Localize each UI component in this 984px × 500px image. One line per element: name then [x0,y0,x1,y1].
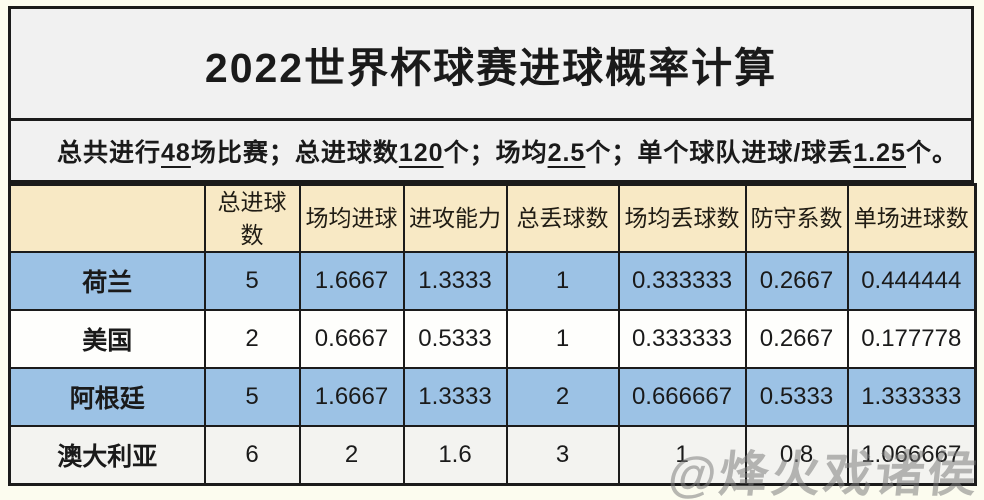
summary-number: 1.25 [853,138,906,167]
summary-banner: 总共进行48场比赛；总进球数120个；场均2.5个；单个球队进球/球丢1.25个… [8,118,974,183]
table-row: 澳大利亚 6 2 1.6 3 1 0.8 1.066667 [8,425,977,485]
summary-segment: 个；场均 [443,138,548,167]
column-header: 场均进球 [298,183,405,253]
stat-value-cell: 5 [203,251,301,311]
column-header: 单场进球数 [846,183,977,253]
table-body: 荷兰 5 1.6667 1.3333 1 0.333333 0.2667 0.444444 美国… [8,251,977,485]
summary-number: 2.5 [547,138,586,167]
stat-value-cell: 0.2667 [744,309,849,369]
table-row: 美国 2 0.6667 0.5333 1 0.333333 0.2667 0.177778 [8,309,977,369]
summary-segment: 个；单个球队进球/球丢 [585,138,854,167]
stat-value-cell: 0.5333 [744,367,849,427]
column-header: 总进球数 [203,183,301,253]
stat-value-cell: 0.5333 [402,309,508,369]
table-header-row: 总进球数 场均进球 进攻能力 总丢球数 场均丢球数 防守系数 单场进球数 [8,183,977,253]
table-row: 阿根廷 5 1.6667 1.3333 2 0.666667 0.5333 1.333333 [8,367,977,427]
stat-value-cell: 1.066667 [846,425,977,485]
stat-value-cell: 0.444444 [846,251,977,311]
stat-value-cell: 2 [298,425,405,485]
stat-value-cell: 3 [505,425,620,485]
corner-header-cell [8,183,206,253]
summary-segment: 场比赛；总进球数 [190,138,399,167]
summary-number: 48 [161,138,191,167]
stat-value-cell: 0.177778 [846,309,977,369]
stat-value-cell: 0.2667 [744,251,849,311]
summary-segment: 总共进行 [57,138,162,167]
stat-value-cell: 1.6 [402,425,508,485]
column-header: 场均丢球数 [617,183,747,253]
stat-value-cell: 1.3333 [402,367,508,427]
stat-value-cell: 1 [505,309,620,369]
stat-value-cell: 6 [203,425,301,485]
stat-value-cell: 2 [203,309,301,369]
stats-table: 总进球数 场均进球 进攻能力 总丢球数 场均丢球数 防守系数 单场进球数 荷兰 5 1.6667… [8,183,977,486]
stat-value-cell: 0.666667 [617,367,747,427]
summary-text: 总共进行48场比赛；总进球数120个；场均2.5个；单个球队进球/球丢1.25个… [57,133,958,169]
team-name-cell: 美国 [8,309,206,369]
page-title: 2022世界杯球赛进球概率计算 [204,44,778,91]
stat-value-cell: 0.333333 [617,251,747,311]
team-name-cell: 阿根廷 [8,367,206,427]
stat-value-cell: 0.333333 [617,309,747,369]
stat-value-cell: 0.8 [744,425,849,485]
stat-value-cell: 0.6667 [298,309,405,369]
table-row: 荷兰 5 1.6667 1.3333 1 0.333333 0.2667 0.444444 [8,251,977,311]
column-header: 总丢球数 [505,183,620,253]
stat-value-cell: 1.3333 [402,251,508,311]
stat-value-cell: 1 [505,251,620,311]
team-name-cell: 荷兰 [8,251,206,311]
team-name-cell: 澳大利亚 [8,425,206,485]
title-banner: 2022世界杯球赛进球概率计算 [8,6,974,118]
summary-number: 120 [398,138,444,167]
stat-value-cell: 1 [617,425,747,485]
stat-value-cell: 1.6667 [298,251,405,311]
stat-value-cell: 2 [505,367,620,427]
stat-value-cell: 1.333333 [846,367,977,427]
column-header: 防守系数 [744,183,849,253]
column-header: 进攻能力 [402,183,508,253]
summary-segment: 个。 [905,138,958,167]
card-content: 2022世界杯球赛进球概率计算 总共进行48场比赛；总进球数120个；场均2.5… [8,6,977,486]
stat-value-cell: 1.6667 [298,367,405,427]
stat-value-cell: 5 [203,367,301,427]
